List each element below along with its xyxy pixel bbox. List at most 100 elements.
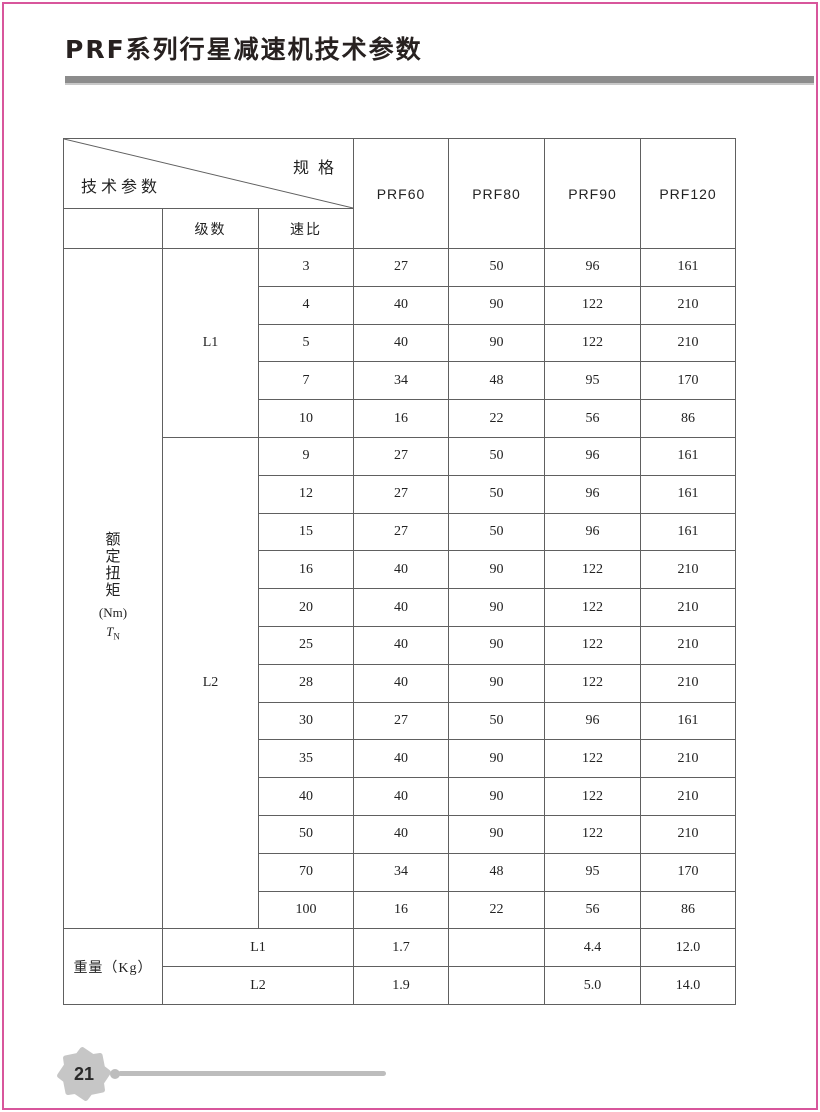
- weight-label-cell: 重量（Kg）: [63, 928, 163, 1005]
- ratio-cell-16: 16: [258, 550, 354, 590]
- torque-value-PRF60-ratio-9: 27: [353, 436, 449, 476]
- torque-value-PRF80-ratio-28: 90: [448, 663, 545, 703]
- ratio-cell-12: 12: [258, 474, 354, 514]
- torque-value-PRF120-ratio-10: 86: [640, 399, 736, 438]
- torque-value-PRF60-ratio-20: 40: [353, 588, 449, 627]
- weight-value-PRF80-L2: [448, 966, 545, 1005]
- torque-value-PRF60-ratio-12: 27: [353, 474, 449, 514]
- torque-value-PRF80-ratio-16: 90: [448, 550, 545, 590]
- footer-decorative-line: [118, 1071, 386, 1076]
- torque-value-PRF90-ratio-100: 56: [544, 890, 641, 930]
- torque-value-PRF120-ratio-20: 210: [640, 588, 736, 627]
- footer-line-dot: [110, 1069, 120, 1079]
- torque-value-PRF120-ratio-15: 161: [640, 512, 736, 552]
- weight-value-PRF120-L1: 12.0: [640, 928, 736, 968]
- torque-value-PRF80-ratio-70: 48: [448, 852, 545, 892]
- ratio-cell-28: 28: [258, 663, 354, 703]
- stage-cell-L1: L1: [162, 248, 259, 438]
- ratio-cell-10: 10: [258, 399, 354, 438]
- torque-value-PRF60-ratio-40: 40: [353, 777, 449, 816]
- torque-value-PRF90-ratio-12: 96: [544, 474, 641, 514]
- ratio-cell-3: 3: [258, 248, 354, 287]
- diagonal-header-cell: 规格 技术参数: [63, 138, 354, 209]
- weight-value-PRF60-L2: 1.9: [353, 966, 449, 1005]
- torque-value-PRF120-ratio-25: 210: [640, 625, 736, 665]
- weight-value-PRF90-L2: 5.0: [544, 966, 641, 1005]
- torque-value-PRF120-ratio-3: 161: [640, 248, 736, 287]
- stage-cell-L2: L2: [162, 436, 259, 930]
- ratio-cell-9: 9: [258, 436, 354, 476]
- ratio-cell-4: 4: [258, 285, 354, 325]
- torque-value-PRF80-ratio-25: 90: [448, 625, 545, 665]
- torque-value-PRF80-ratio-9: 50: [448, 436, 545, 476]
- ratio-cell-40: 40: [258, 777, 354, 816]
- torque-value-PRF60-ratio-35: 40: [353, 739, 449, 779]
- spec-table: 规格 技术参数 PRF60 PRF80 PRF90 PRF120 级数 速比额定扭矩 (N…: [63, 138, 736, 1005]
- header-ratio-label: 速比: [258, 208, 354, 249]
- header-model-PRF60: PRF60: [353, 138, 449, 249]
- torque-value-PRF120-ratio-30: 161: [640, 701, 736, 741]
- header-model-PRF90: PRF90: [544, 138, 641, 249]
- gear-icon: [57, 1047, 111, 1101]
- torque-value-PRF60-ratio-4: 40: [353, 285, 449, 325]
- header-param-label: 技术参数: [81, 179, 162, 196]
- torque-value-PRF90-ratio-50: 122: [544, 814, 641, 854]
- torque-value-PRF90-ratio-35: 122: [544, 739, 641, 779]
- torque-value-PRF80-ratio-12: 50: [448, 474, 545, 514]
- torque-value-PRF120-ratio-100: 86: [640, 890, 736, 930]
- ratio-cell-70: 70: [258, 852, 354, 892]
- torque-value-PRF80-ratio-30: 50: [448, 701, 545, 741]
- torque-value-PRF80-ratio-35: 90: [448, 739, 545, 779]
- torque-value-PRF90-ratio-25: 122: [544, 625, 641, 665]
- torque-value-PRF60-ratio-25: 40: [353, 625, 449, 665]
- torque-value-PRF120-ratio-16: 210: [640, 550, 736, 590]
- ratio-cell-35: 35: [258, 739, 354, 779]
- torque-value-PRF90-ratio-30: 96: [544, 701, 641, 741]
- torque-value-PRF90-ratio-20: 122: [544, 588, 641, 627]
- torque-value-PRF60-ratio-5: 40: [353, 323, 449, 363]
- ratio-cell-50: 50: [258, 814, 354, 854]
- torque-value-PRF80-ratio-20: 90: [448, 588, 545, 627]
- header-model-PRF120: PRF120: [640, 138, 736, 249]
- weight-stage-L1: L1: [162, 928, 354, 968]
- ratio-cell-100: 100: [258, 890, 354, 930]
- torque-value-PRF60-ratio-30: 27: [353, 701, 449, 741]
- torque-value-PRF120-ratio-5: 210: [640, 323, 736, 363]
- ratio-cell-5: 5: [258, 323, 354, 363]
- ratio-cell-25: 25: [258, 625, 354, 665]
- torque-value-PRF90-ratio-5: 122: [544, 323, 641, 363]
- torque-value-PRF60-ratio-28: 40: [353, 663, 449, 703]
- torque-value-PRF120-ratio-40: 210: [640, 777, 736, 816]
- page-title: PRF系列行星减速机技术参数: [65, 35, 423, 64]
- torque-value-PRF90-ratio-15: 96: [544, 512, 641, 552]
- torque-value-PRF90-ratio-10: 56: [544, 399, 641, 438]
- torque-value-PRF120-ratio-70: 170: [640, 852, 736, 892]
- torque-label-cell: 额定扭矩 (Nm) TN: [63, 247, 163, 930]
- torque-value-PRF60-ratio-15: 27: [353, 512, 449, 552]
- torque-value-PRF120-ratio-12: 161: [640, 474, 736, 514]
- weight-value-PRF80-L1: [448, 928, 545, 968]
- torque-value-PRF90-ratio-9: 96: [544, 436, 641, 476]
- torque-value-PRF120-ratio-7: 170: [640, 361, 736, 401]
- torque-value-PRF90-ratio-70: 95: [544, 852, 641, 892]
- torque-value-PRF60-ratio-70: 34: [353, 852, 449, 892]
- weight-stage-L2: L2: [162, 966, 354, 1005]
- page-number-badge: 21: [56, 1046, 112, 1102]
- torque-value-PRF80-ratio-100: 22: [448, 890, 545, 930]
- torque-value-PRF120-ratio-50: 210: [640, 814, 736, 854]
- torque-value-PRF80-ratio-10: 22: [448, 399, 545, 438]
- header-model-PRF80: PRF80: [448, 138, 545, 249]
- ratio-cell-15: 15: [258, 512, 354, 552]
- torque-value-PRF120-ratio-4: 210: [640, 285, 736, 325]
- torque-value-PRF60-ratio-50: 40: [353, 814, 449, 854]
- ratio-cell-20: 20: [258, 588, 354, 627]
- page-number: 21: [73, 1064, 95, 1084]
- torque-value-PRF90-ratio-28: 122: [544, 663, 641, 703]
- weight-value-PRF90-L1: 4.4: [544, 928, 641, 968]
- torque-value-PRF90-ratio-40: 122: [544, 777, 641, 816]
- diagonal-divider: [64, 139, 353, 208]
- torque-value-PRF60-ratio-3: 27: [353, 248, 449, 287]
- torque-value-PRF60-ratio-100: 16: [353, 890, 449, 930]
- header-stage-label: 级数: [162, 208, 259, 249]
- torque-value-PRF60-ratio-7: 34: [353, 361, 449, 401]
